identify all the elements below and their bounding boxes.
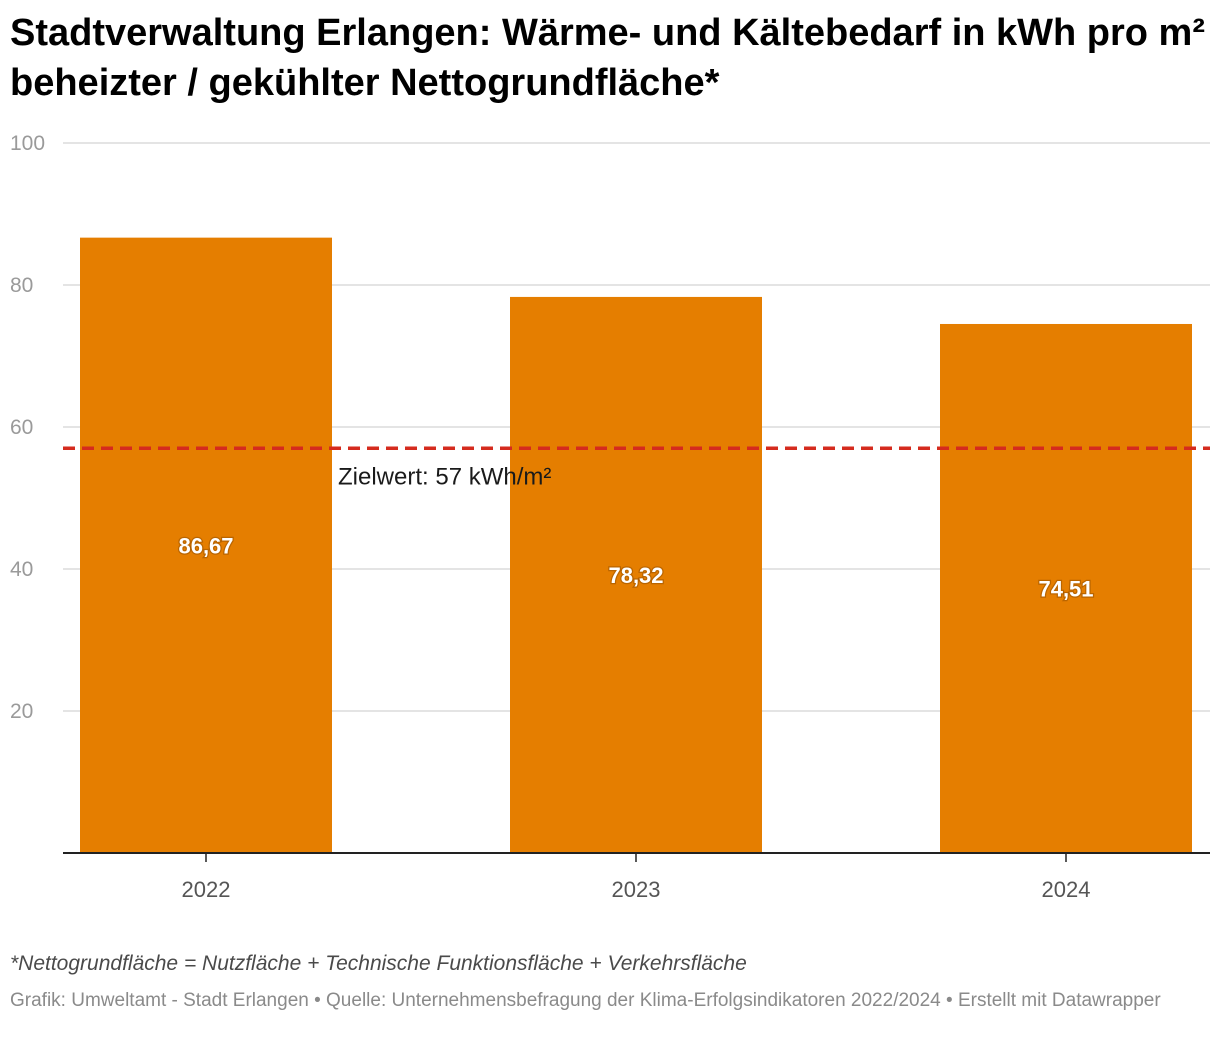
x-tick-label: 2024	[1042, 877, 1091, 902]
reference-line-group: Zielwert: 57 kWh/m²	[63, 446, 1210, 490]
bar-chart: 20 40 60 80 100 86,67 78,32 74,51 Zielwert: 57…	[10, 132, 1210, 902]
footnote: *Nettogrundfläche = Nutzfläche + Technis…	[10, 952, 747, 975]
bar-2024	[940, 323, 1192, 853]
value-labels: 86,67 78,32 74,51	[177, 532, 1095, 603]
bar-2022	[80, 237, 332, 853]
y-tick-label: 80	[10, 274, 33, 297]
target-reference-label: Zielwert: 57 kWh/m²	[338, 463, 551, 490]
bar-value-label: 78,32	[608, 563, 663, 588]
y-tick-label: 100	[10, 132, 45, 155]
y-tick-label: 60	[10, 416, 33, 439]
y-tick-label: 20	[10, 700, 33, 723]
source-credits: Grafik: Umweltamt - Stadt Erlangen • Que…	[10, 990, 1161, 1011]
bar-value-label: 74,51	[1038, 576, 1093, 601]
chart-title: Stadtverwaltung Erlangen: Wärme- und Käl…	[10, 12, 1205, 104]
x-tick-label: 2022	[182, 877, 231, 902]
x-axis: 2022 2023 2024	[63, 852, 1210, 902]
y-tick-label: 40	[10, 558, 33, 581]
bar-value-label: 86,67	[178, 533, 233, 558]
x-tick-label: 2023	[612, 877, 661, 902]
bar-2023	[510, 296, 762, 853]
bars	[80, 237, 1192, 853]
